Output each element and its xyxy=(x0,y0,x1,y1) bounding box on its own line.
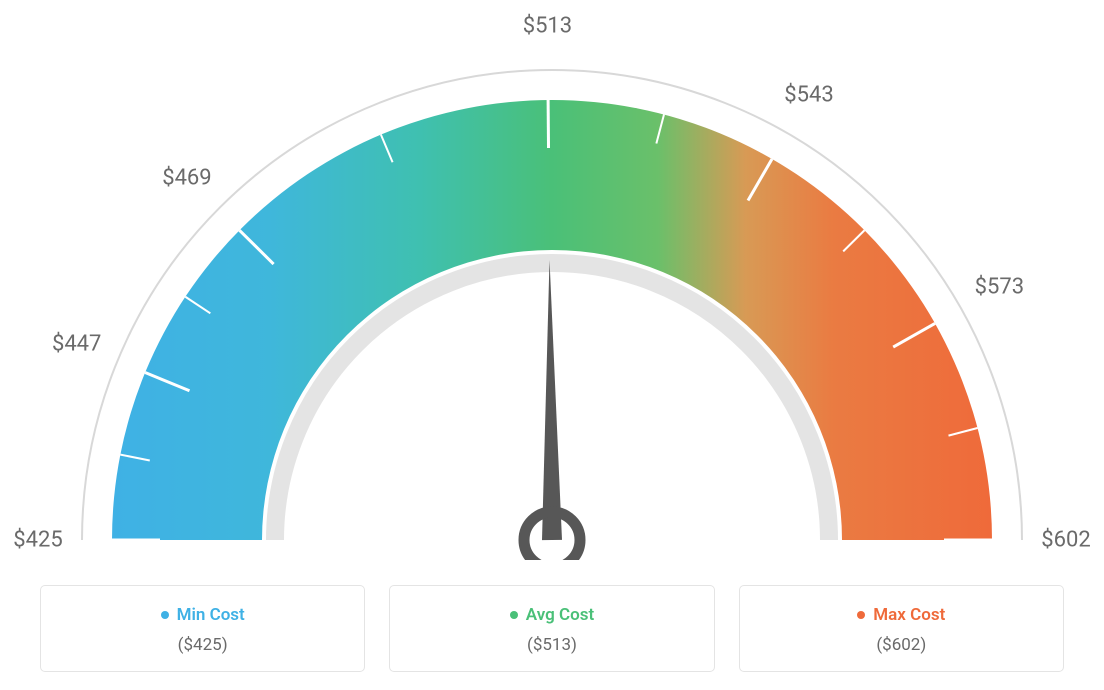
legend-card-min: Min Cost ($425) xyxy=(40,585,365,672)
legend-value-min: ($425) xyxy=(53,635,352,655)
legend-label-max: Max Cost xyxy=(873,605,945,625)
legend-value-max: ($602) xyxy=(752,635,1051,655)
gauge-tick-label: $425 xyxy=(13,528,62,553)
legend-dot-max xyxy=(857,611,865,619)
legend-card-max: Max Cost ($602) xyxy=(739,585,1064,672)
legend-dot-avg xyxy=(510,611,518,619)
gauge-svg xyxy=(0,0,1104,560)
gauge-tick-label: $573 xyxy=(975,274,1024,299)
legend-label-avg: Avg Cost xyxy=(526,605,594,625)
legend-value-avg: ($513) xyxy=(402,635,701,655)
legend-row: Min Cost ($425) Avg Cost ($513) Max Cost… xyxy=(0,585,1104,672)
gauge-tick-label: $602 xyxy=(1041,528,1090,553)
gauge-tick-label: $469 xyxy=(162,166,211,191)
gauge-tick-label: $447 xyxy=(52,332,101,357)
legend-title-min: Min Cost xyxy=(161,605,245,625)
cost-gauge-chart: $425 $447 $469 $513 $543 $573 $602 xyxy=(0,0,1104,560)
legend-dot-min xyxy=(161,611,169,619)
gauge-tick-label: $543 xyxy=(784,82,833,107)
legend-label-min: Min Cost xyxy=(177,605,245,625)
legend-card-avg: Avg Cost ($513) xyxy=(389,585,714,672)
legend-title-max: Max Cost xyxy=(857,605,945,625)
gauge-tick-label: $513 xyxy=(523,14,572,39)
legend-title-avg: Avg Cost xyxy=(510,605,594,625)
